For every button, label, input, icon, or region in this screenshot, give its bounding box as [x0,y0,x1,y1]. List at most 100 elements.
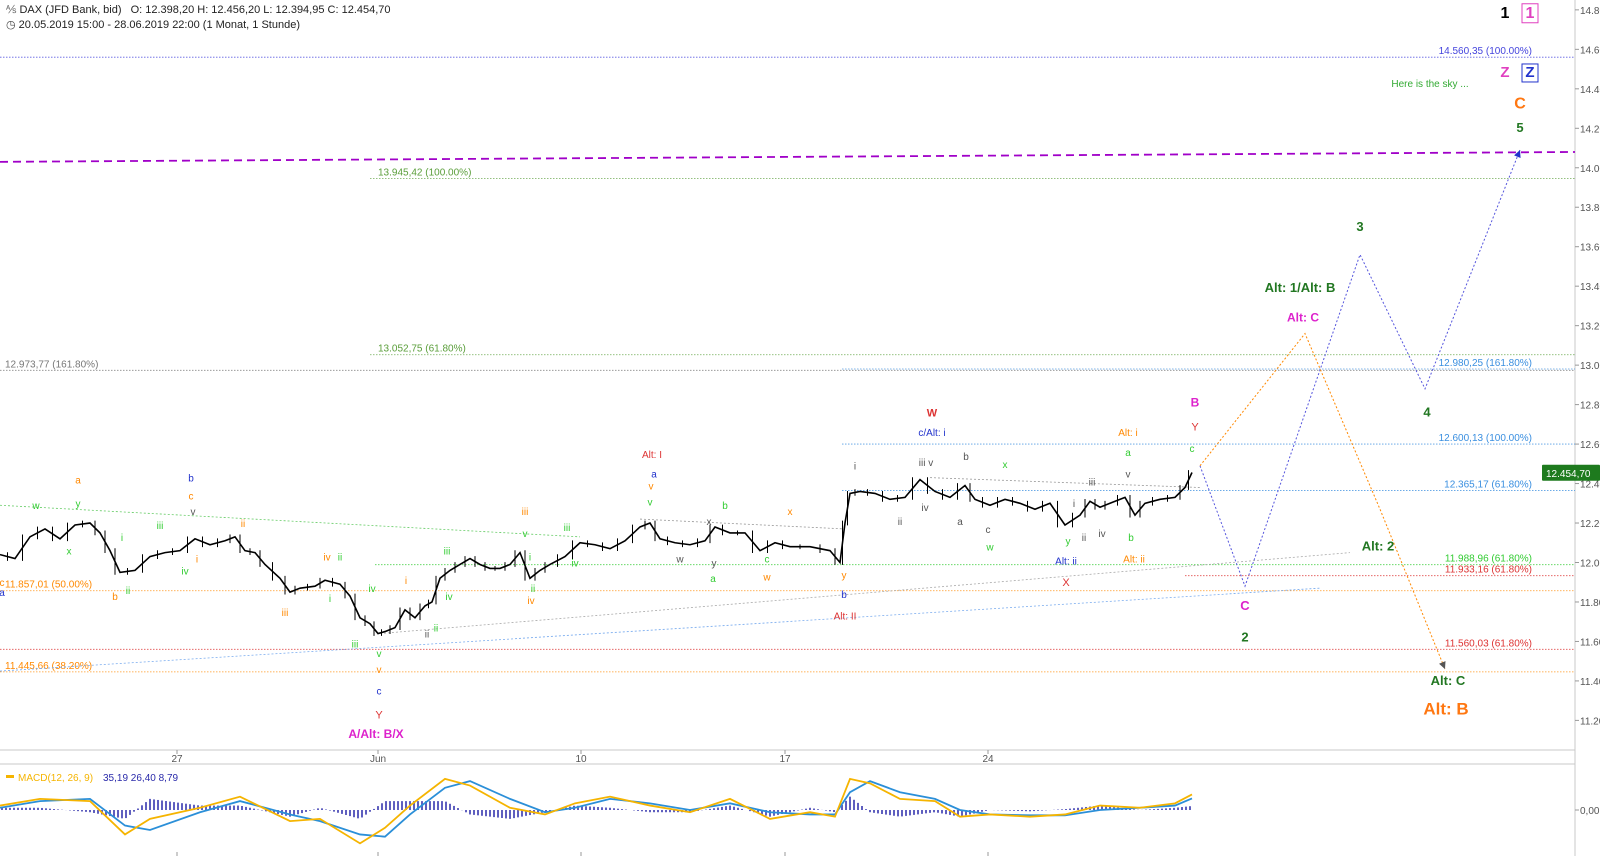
y-tick-label: 12.200,00 [1580,519,1600,530]
wave-label: Alt: C [1287,311,1319,325]
wave-label: 5 [1516,120,1523,135]
wave-label: iii v [919,458,933,469]
wave-label: iii [282,608,289,619]
wave-label: v [648,497,653,508]
y-tick-label: 13.200,00 [1580,322,1600,333]
y-tick-label: 12.800,00 [1580,401,1600,412]
wave-label: iv [571,558,578,569]
trend-line [639,518,846,530]
wave-label: v [377,649,382,660]
wave-label: iii [157,521,164,532]
macd-zero-label: 0,00 [1580,806,1600,817]
wave-label: W [927,407,938,419]
fib-level-label: 12.365,17 (61.80%) [1444,479,1532,490]
wave-label: v [649,481,654,492]
wave-label: iv [323,553,330,564]
wave-label: y [842,570,847,581]
last-price-tag [1542,464,1600,481]
wave-label: Alt: 2 [1362,539,1395,554]
wave-label: i [196,555,198,566]
fib-level-label: 14.560,35 (100.00%) [1439,46,1532,57]
y-tick-label: 14.600,00 [1580,45,1600,56]
projection-arrowhead [1439,661,1446,670]
wave-label: w [675,555,684,566]
wave-label: Alt: i [1118,428,1137,439]
wave-label: iii [444,547,451,558]
wave-label: iv [921,503,928,514]
wave-label-box [1521,63,1539,83]
wave-label: i [329,594,331,605]
x-tick-label: 10 [575,754,587,765]
wave-label: b [1128,533,1134,544]
wave-label: ii [531,584,535,595]
wave-label: Alt: ii [1055,556,1077,567]
wave-label: 4 [1423,404,1431,419]
wave-label: Y [375,709,383,721]
y-tick-label: 11.200,00 [1580,716,1600,727]
fib-level-label: 13.052,75 (61.80%) [378,344,466,355]
wave-label: ii [898,517,902,528]
wave-label: i [529,553,531,564]
wave-label: a [1125,448,1131,459]
wave-label: w [762,572,771,583]
wave-label: x [67,547,72,558]
fib-level-label: 11.933,16 (61.80%) [1445,565,1532,576]
wave-projection-path [1199,332,1446,670]
wave-label: a [651,470,657,481]
wave-label: x [788,507,793,518]
wave-label: b [963,452,969,463]
wave-label: c [1190,444,1195,455]
wave-label: C [1240,598,1250,613]
wave-label: iv [181,566,188,577]
resistance-dashed-line [0,151,1576,163]
wave-label: y [76,499,81,510]
last-price-label: 12.454,70 [1546,469,1591,480]
wave-label: iii [564,523,571,534]
chart-header-range-row: ◷ 20.05.2019 15:00 - 28.06.2019 22:00 (1… [6,18,300,31]
y-tick-label: 12.400,00 [1580,480,1600,491]
wave-label: Alt: 1/Alt: B [1265,280,1336,295]
fib-level-label: 12.973,77 (161.80%) [5,359,98,370]
wave-label: c [765,555,770,566]
wave-label: iv [368,584,375,595]
wave-label: ii [338,553,342,564]
wave-label: y [712,558,717,569]
wave-label: A/Alt: B/X [348,727,403,741]
ohlc-values: O: 12.398,20 H: 12.456,20 L: 12.394,95 C… [130,4,391,16]
wave-label: a [75,476,81,487]
wave-label: i [405,576,407,587]
wave-label: Here is the sky ... [1391,79,1468,90]
wave-label: v [1126,470,1131,481]
wave-label: iv [527,596,534,607]
wave-label: ii [1082,533,1086,544]
wave-label: b [722,501,728,512]
trend-line [929,477,1201,488]
y-tick-label: 12.000,00 [1580,559,1600,570]
macd-legend-label: MACD(12, 26, 9) [18,773,93,784]
wave-label: ii [126,586,130,597]
wave-label: ii [434,624,438,635]
wave-label: X [1062,577,1070,589]
wave-label: i [1073,499,1075,510]
y-tick-label: 11.400,00 [1580,677,1600,688]
projection-arrowhead [1514,150,1521,158]
wave-label: a [0,588,5,599]
wave-label: i [121,533,123,544]
wave-label: c [189,491,194,502]
wave-label: 1 [1501,5,1510,22]
clock-icon: ◷ [6,19,16,31]
wave-label: Alt: C [1431,673,1466,688]
trend-line [0,587,1321,672]
wave-label: Y [1191,421,1199,433]
wave-label: Alt: ii [1123,555,1145,566]
y-tick-label: 14.400,00 [1580,85,1600,96]
macd-line [0,777,1193,845]
wave-label: iv [445,592,452,603]
y-tick-label: 13.000,00 [1580,361,1600,372]
fib-level-label: 11.988,96 (61.80%) [1445,554,1532,565]
wave-label: iv [1098,529,1105,540]
wave-label: c [986,525,991,536]
wave-label: C [1514,96,1526,113]
